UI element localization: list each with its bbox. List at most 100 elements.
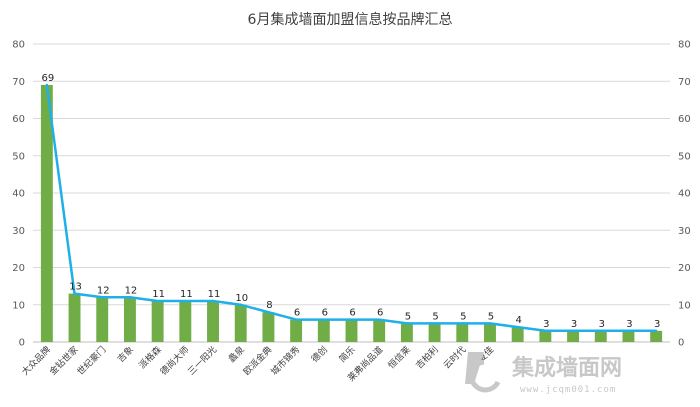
data-label: 3: [599, 319, 605, 330]
data-label: 6: [294, 308, 300, 319]
bar: [622, 330, 635, 342]
line-point: [294, 318, 298, 321]
line-point: [599, 329, 602, 333]
data-label: 5: [432, 311, 438, 322]
y2-tick-label: 10: [678, 300, 691, 311]
x-category-label: 云时代: [441, 344, 469, 372]
y-tick-label: 30: [12, 226, 25, 237]
line-point: [488, 322, 492, 325]
line-point: [322, 318, 326, 321]
bar: [317, 319, 330, 342]
y-tick-label: 70: [12, 77, 25, 88]
x-category-label: 简乐: [336, 344, 357, 365]
bar: [96, 297, 109, 342]
data-label: 11: [180, 289, 193, 300]
y2-tick-label: 30: [678, 226, 691, 237]
bar: [594, 330, 607, 342]
line-point: [101, 296, 104, 299]
bar: [234, 304, 247, 342]
x-category-label: 城市锦秀: [268, 344, 302, 378]
line-point: [239, 303, 242, 306]
bar: [650, 330, 663, 342]
y-tick-label: 10: [12, 300, 25, 311]
bar: [68, 293, 81, 342]
data-label: 4: [515, 315, 521, 326]
line-point: [45, 83, 49, 87]
y2-tick-label: 70: [678, 77, 691, 88]
bar: [511, 327, 524, 342]
data-label: 12: [125, 285, 138, 296]
line-point: [461, 322, 464, 325]
data-label: 11: [152, 289, 165, 300]
data-label: 13: [69, 282, 82, 293]
bar-series: [40, 84, 663, 342]
watermark: 集成墙面网 www.jcqm001.com: [465, 352, 622, 395]
line-point: [654, 329, 658, 333]
x-category-label: 欧派金典: [241, 344, 275, 378]
y-tick-label: 60: [12, 114, 25, 125]
watermark-text: 集成墙面网: [511, 355, 622, 381]
data-label: 10: [235, 293, 248, 304]
y-axis-right: 0 10 20 30 40 50 60 70 80: [678, 40, 691, 349]
y-tick-label: 50: [12, 151, 25, 162]
watermark-url: www.jcqm001.com: [520, 385, 616, 395]
bar: [400, 323, 413, 342]
bar: [345, 319, 358, 342]
line-point: [128, 296, 132, 299]
data-label: 6: [322, 308, 328, 319]
x-category-label: 蠡泉: [226, 344, 247, 365]
line-point: [156, 299, 159, 303]
bar: [123, 297, 136, 342]
data-labels: 69 13 12 12 11 11 11 10 8 6 6 6 6 5 5 5 5 4 3 3 3 3 3: [41, 73, 660, 330]
x-category-label: 吉象: [115, 344, 136, 365]
data-label: 3: [543, 319, 549, 330]
line-point: [405, 322, 409, 325]
watermark-logo-icon: [465, 352, 501, 393]
y2-tick-label: 20: [678, 263, 691, 274]
bar: [456, 323, 469, 342]
line-point: [267, 311, 270, 314]
bar: [290, 319, 303, 342]
bar: [40, 84, 53, 342]
data-label: 5: [488, 311, 494, 322]
gridlines: [33, 43, 670, 343]
y2-tick-label: 0: [678, 338, 684, 349]
line-point: [184, 299, 187, 303]
data-label: 6: [349, 308, 355, 319]
y-tick-label: 80: [12, 40, 25, 51]
chart-title: 6月集成墙面加盟信息按品牌汇总: [248, 11, 453, 28]
line-point: [571, 329, 575, 333]
line-series: [45, 83, 658, 333]
line-point: [377, 318, 381, 321]
data-label: 3: [626, 319, 632, 330]
line-point: [516, 325, 519, 329]
x-category-label: 金钻世家: [47, 344, 81, 378]
y-axis-left: 0 10 20 30 40 50 60 70 80: [12, 40, 25, 349]
bar: [373, 319, 386, 342]
y-tick-label: 40: [12, 189, 25, 200]
bar: [539, 330, 552, 342]
y-tick-label: 0: [19, 338, 25, 349]
data-label: 6: [377, 308, 383, 319]
x-category-label: 派格森: [136, 344, 164, 372]
bar: [262, 312, 275, 342]
bar: [484, 323, 496, 342]
bar: [151, 301, 164, 342]
data-label: 5: [405, 311, 411, 322]
data-label: 5: [460, 311, 466, 322]
line-point: [73, 292, 76, 295]
line-point: [211, 299, 215, 303]
line-point: [544, 329, 547, 333]
line-point: [433, 322, 436, 325]
y2-tick-label: 50: [678, 151, 691, 162]
x-category-label: 三一阳光: [185, 344, 219, 378]
line-point: [627, 329, 630, 333]
y2-tick-label: 80: [678, 40, 691, 51]
bar: [207, 301, 219, 342]
x-category-label: 世纪豪门: [74, 344, 108, 378]
data-label: 11: [208, 289, 221, 300]
y2-tick-label: 40: [678, 189, 691, 200]
